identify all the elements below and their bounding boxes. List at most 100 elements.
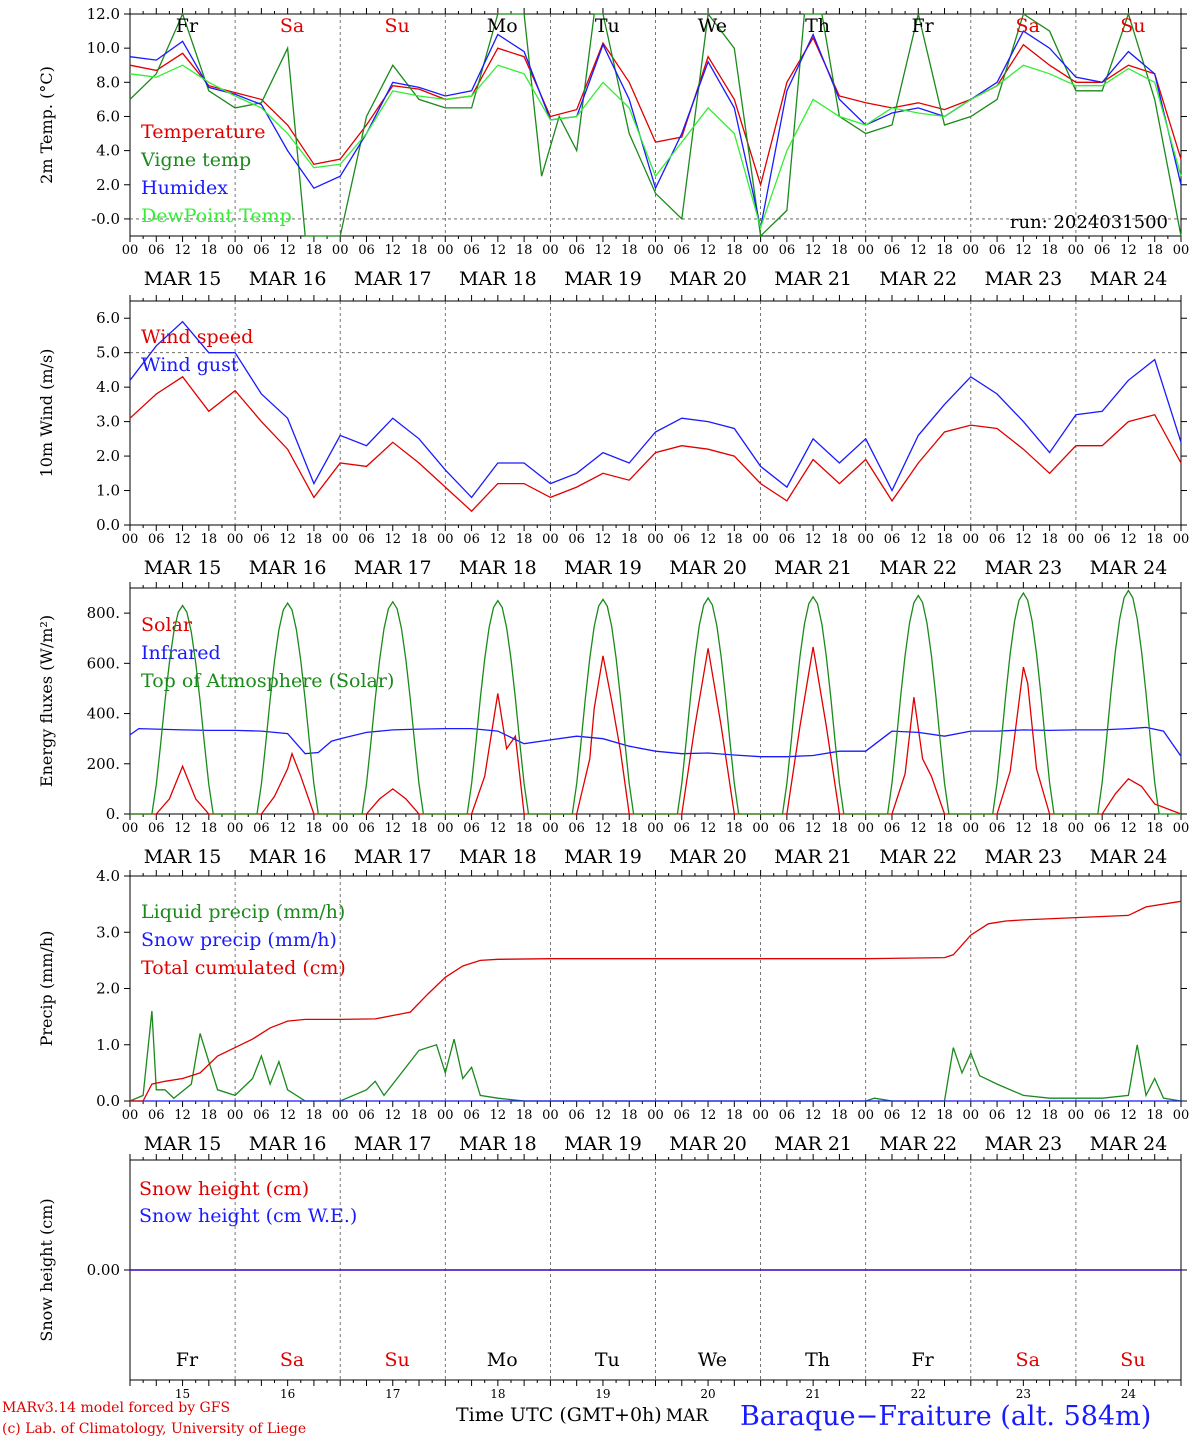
hour-tick-label: 00 <box>542 821 559 836</box>
hour-tick-label: 06 <box>568 243 585 258</box>
hour-tick-label: 06 <box>463 821 480 836</box>
hour-tick-label: 12 <box>595 821 612 836</box>
legend-entry: Snow height (cm W.E.) <box>139 1205 357 1227</box>
hour-tick-label: 18 <box>831 821 848 836</box>
hour-tick-label: 00 <box>1173 532 1190 547</box>
hour-tick-label: 12 <box>805 821 822 836</box>
weekday-label: Sa <box>280 1349 304 1371</box>
hour-tick-label: 12 <box>700 532 717 547</box>
hour-tick-label: 06 <box>358 532 375 547</box>
y-tick-label: 800. <box>87 604 120 622</box>
hour-tick-label: 18 <box>306 821 323 836</box>
hour-tick-label: 00 <box>122 821 139 836</box>
hour-tick-label: 12 <box>595 532 612 547</box>
hour-tick-label: 00 <box>752 243 769 258</box>
hour-tick-label: 18 <box>516 821 533 836</box>
hour-tick-label: 12 <box>279 532 296 547</box>
y-tick-label: 1.0 <box>96 1036 120 1054</box>
y-tick-label: 600. <box>87 654 120 672</box>
hour-tick-label: 00 <box>857 821 874 836</box>
hour-tick-label: 12 <box>1120 1108 1137 1123</box>
hour-tick-label: 00 <box>752 532 769 547</box>
legend-entry: Infrared <box>141 642 221 664</box>
weekday-label: Sa <box>1016 15 1040 37</box>
hour-tick-label: 18 <box>411 1108 428 1123</box>
hour-tick-label: 06 <box>884 821 901 836</box>
y-tick-label: 2.0 <box>96 176 120 194</box>
hour-tick-label: 06 <box>568 532 585 547</box>
date-label: MAR 24 <box>1090 846 1168 868</box>
hour-tick-label: 00 <box>963 243 980 258</box>
y-tick-label: 4.0 <box>96 378 120 396</box>
series-line-1-3 <box>129 30 1182 228</box>
hour-tick-label: 06 <box>989 1108 1006 1123</box>
hour-tick-label: 00 <box>857 243 874 258</box>
weekday-label: Fr <box>176 15 199 37</box>
panel-4: 0.0 1.0 2.0 3.0 4.0 Precip (mm/h) Liquid preci… <box>37 867 1189 1155</box>
hour-tick-label: 18 <box>1041 1108 1058 1123</box>
y-tick-label: 8.0 <box>96 73 120 91</box>
date-label: MAR 19 <box>564 268 642 290</box>
hour-tick-label: 06 <box>779 243 796 258</box>
weekday-label: Sa <box>1016 1349 1040 1371</box>
legend-entry: Snow height (cm) <box>139 1178 309 1200</box>
y-tick-label: 4.0 <box>96 867 120 885</box>
date-label: MAR 17 <box>354 268 432 290</box>
hour-tick-label: 06 <box>358 1108 375 1123</box>
y-tick-label: 200. <box>87 755 120 773</box>
x-axis-title: Time UTC (GMT+0h) MAR <box>456 1404 708 1426</box>
hour-tick-label: 12 <box>174 532 191 547</box>
model-credit: MARv3.14 model forced by GFS <box>2 1400 231 1416</box>
hour-tick-label: 00 <box>227 532 244 547</box>
hour-tick-label: 06 <box>148 532 165 547</box>
hour-tick-label: 00 <box>1173 243 1190 258</box>
hour-tick-label: 00 <box>857 1108 874 1123</box>
date-label: MAR 20 <box>669 557 747 579</box>
day-number-label: 23 <box>1016 1387 1031 1401</box>
legend-entry: Total cumulated (cm) <box>141 957 346 979</box>
hour-tick-label: 18 <box>201 821 218 836</box>
hour-tick-label: 06 <box>253 1108 270 1123</box>
hour-tick-label: 06 <box>884 532 901 547</box>
date-label: MAR 23 <box>984 1133 1062 1155</box>
hour-tick-label: 06 <box>463 243 480 258</box>
day-number-label: 24 <box>1121 1387 1137 1401</box>
hour-tick-label: 06 <box>253 821 270 836</box>
hour-tick-label: 12 <box>910 1108 927 1123</box>
hour-tick-label: 00 <box>1068 243 1085 258</box>
series-line-4-3 <box>130 900 1182 1102</box>
weekday-label: Su <box>1120 15 1145 37</box>
hour-tick-label: 00 <box>857 532 874 547</box>
hour-tick-label: 12 <box>1120 821 1137 836</box>
y-tick-label: 5.0 <box>96 344 120 362</box>
legend-entry: Solar <box>141 614 193 636</box>
day-number-label: 15 <box>175 1387 190 1401</box>
date-label: MAR 17 <box>354 557 432 579</box>
hour-tick-label: 12 <box>910 821 927 836</box>
hour-tick-label: 00 <box>437 821 454 836</box>
date-label: MAR 23 <box>984 557 1062 579</box>
hour-tick-label: 00 <box>1068 821 1085 836</box>
hour-tick-label: 18 <box>201 243 218 258</box>
hour-tick-label: 12 <box>279 1108 296 1123</box>
hour-tick-label: 18 <box>831 532 848 547</box>
weekday-label: Mo <box>487 15 518 37</box>
hour-tick-label: 06 <box>989 243 1006 258</box>
series-line-4-1 <box>129 1010 1182 1102</box>
hour-tick-label: 00 <box>1173 1108 1190 1123</box>
hour-tick-label: 00 <box>437 1108 454 1123</box>
y-tick-label: -0.0 <box>91 210 120 228</box>
y-tick-label: 1.0 <box>96 482 120 500</box>
hour-tick-label: 12 <box>700 243 717 258</box>
hour-tick-label: 00 <box>227 243 244 258</box>
hour-tick-label: 06 <box>358 243 375 258</box>
hour-tick-label: 06 <box>779 821 796 836</box>
hour-tick-label: 12 <box>384 532 401 547</box>
hour-tick-label: 06 <box>989 821 1006 836</box>
hour-tick-label: 06 <box>1094 532 1111 547</box>
y-tick-label: 0.0 <box>96 1092 120 1110</box>
series-line-1-4 <box>129 64 1182 230</box>
weekday-label: Tu <box>595 15 620 37</box>
y-tick-label: 12.0 <box>87 5 120 23</box>
